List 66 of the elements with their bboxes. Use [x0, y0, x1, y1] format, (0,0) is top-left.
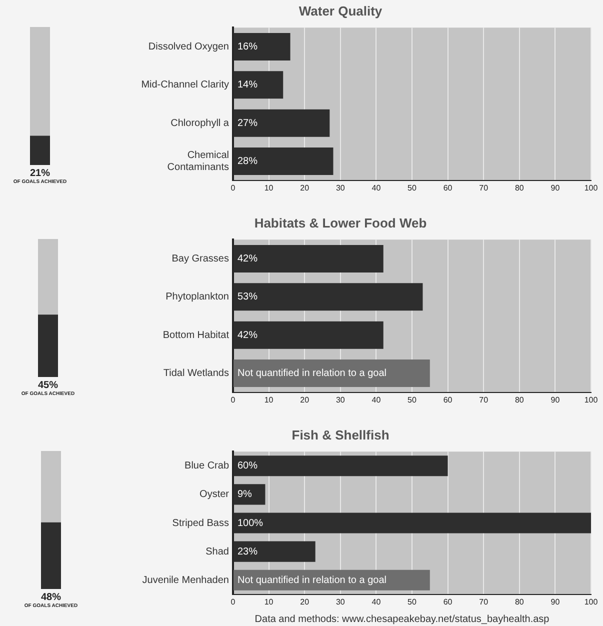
x-tick-label: 30	[336, 597, 346, 606]
x-tick-label: 60	[443, 395, 453, 404]
data-label: 42%	[238, 330, 258, 341]
y-tick-label: Bottom Habitat	[162, 330, 230, 341]
x-tick-label: 20	[300, 597, 310, 606]
x-tick-label: 10	[264, 395, 274, 404]
data-label: 14%	[238, 80, 258, 91]
chart-title: Water Quality	[298, 3, 383, 18]
data-label: 27%	[238, 118, 258, 129]
data-label: 23%	[238, 546, 258, 558]
data-label: Not quantified in relation to a goal	[238, 368, 386, 380]
x-tick-label: 10	[264, 183, 274, 192]
x-tick-label: 100	[584, 395, 598, 404]
x-tick-label: 0	[230, 597, 236, 606]
y-tick-label: Bay Grasses	[172, 253, 229, 264]
data-label: 16%	[238, 41, 258, 52]
data-label: Not quantified in relation to a goal	[238, 574, 386, 586]
x-tick-label: 40	[372, 597, 382, 606]
x-tick-label: 0	[230, 183, 236, 192]
x-tick-label: 90	[550, 597, 560, 606]
data-label: 60%	[238, 460, 258, 472]
x-tick-label: 90	[550, 395, 560, 404]
y-tick-label: Shad	[206, 546, 229, 558]
x-tick-label: 0	[230, 395, 236, 404]
data-label: 100%	[238, 518, 264, 529]
y-tick-label: Blue Crab	[184, 460, 230, 472]
x-tick-label: 10	[264, 597, 274, 606]
x-tick-label: 30	[336, 183, 346, 192]
x-tick-label: 60	[443, 183, 453, 192]
y-tick-label: Chlorophyll a	[170, 118, 230, 129]
data-label: 28%	[238, 156, 258, 168]
data-label: 48%	[40, 592, 62, 603]
x-tick-label: 50	[408, 597, 417, 606]
x-tick-label: 50	[408, 395, 417, 404]
x-tick-label: 90	[550, 183, 560, 192]
y-tick-label: Phytoplankton	[166, 292, 229, 303]
y-tick-label: Striped Bass	[172, 518, 229, 529]
chart-title: Fish & Shellfish	[292, 427, 390, 442]
x-tick-label: 40	[372, 395, 382, 404]
x-tick-label: 100	[584, 183, 598, 192]
x-tick-label: 40	[372, 183, 382, 192]
y-tick-label: Chemical Contaminants	[167, 150, 229, 174]
y-tick-label: Tidal Wetlands	[163, 368, 229, 380]
x-tick-label: 60	[443, 597, 453, 606]
data-label: 9%	[238, 489, 252, 500]
chart-title: Habitats & Lower Food Web	[254, 215, 427, 230]
x-tick-label: 80	[514, 597, 524, 606]
x-tick-label: 80	[514, 395, 524, 404]
x-tick-label: 70	[479, 395, 489, 404]
x-tick-label: 80	[514, 183, 524, 192]
x-tick-label: 20	[300, 395, 310, 404]
y-tick-label: Dissolved Oxygen	[148, 41, 229, 52]
text: Data and methods: www.chesapeakebay.net/status_bayhealth.asp	[254, 614, 550, 625]
y-tick-label: Mid-Channel Clarity	[141, 80, 229, 91]
data-label: 45%	[38, 380, 58, 391]
x-tick-label: 70	[479, 183, 489, 192]
x-tick-label: 20	[300, 183, 310, 192]
x-tick-label: 50	[408, 183, 417, 192]
y-tick-label: Oyster	[200, 489, 230, 500]
data-label: 42%	[238, 253, 258, 264]
y-tick-label: Juvenile Menhaden	[142, 574, 229, 586]
data-label: 53%	[238, 292, 258, 303]
x-tick-label: 100	[584, 597, 598, 606]
x-tick-label: 70	[479, 597, 489, 606]
data-label: 21%	[30, 168, 50, 179]
x-tick-label: 30	[336, 395, 346, 404]
